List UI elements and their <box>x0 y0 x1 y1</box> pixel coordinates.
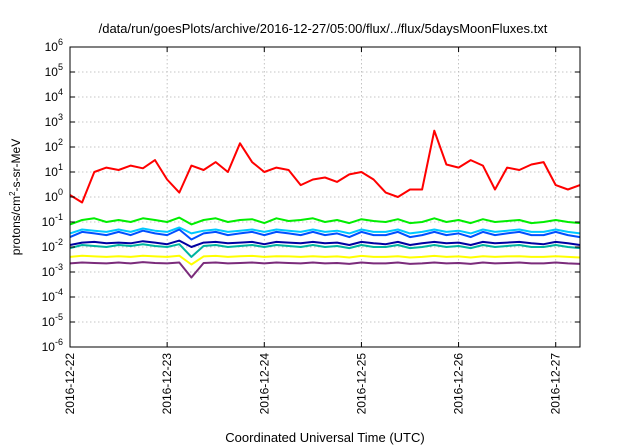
y-tick-label: 103 <box>45 112 63 129</box>
y-tick-exp: -2 <box>55 237 63 247</box>
y-label-base: protons/cm <box>9 196 23 255</box>
series-line <box>69 226 581 235</box>
series-line <box>69 243 581 258</box>
y-tick-base: 10 <box>42 240 56 254</box>
y-label-sup: 2 <box>8 191 17 196</box>
y-tick-base: 10 <box>42 290 56 304</box>
y-tick-exp: 6 <box>58 37 63 47</box>
y-tick-base: 10 <box>42 340 56 354</box>
y-tick-exp: -6 <box>55 337 63 347</box>
series-line <box>69 239 581 248</box>
y-tick-exp: 0 <box>58 187 63 197</box>
y-tick-label: 101 <box>45 162 63 179</box>
y-tick-label: 10-6 <box>42 337 63 354</box>
chart-title: /data/run/goesPlots/archive/2016-12-27/0… <box>99 21 548 36</box>
x-axis-label: Coordinated Universal Time (UTC) <box>225 430 424 445</box>
y-tick-exp: 2 <box>58 137 63 147</box>
y-tick-exp: -5 <box>55 312 63 322</box>
y-tick-base: 10 <box>45 40 59 54</box>
y-tick-label: 10-4 <box>42 287 63 304</box>
y-tick-exp: 5 <box>58 62 63 72</box>
y-tick-label: 106 <box>45 37 63 54</box>
y-tick-base: 10 <box>42 215 56 229</box>
grid-lines <box>69 46 580 348</box>
y-tick-base: 10 <box>42 315 56 329</box>
y-tick-exp: -3 <box>55 262 63 272</box>
y-tick-label: 104 <box>45 87 63 104</box>
y-tick-exp: 4 <box>58 87 63 97</box>
y-tick-base: 10 <box>45 115 59 129</box>
x-tick-label: 2016-12-27 <box>549 353 563 415</box>
y-tick-label: 105 <box>45 62 63 79</box>
y-tick-base: 10 <box>45 90 59 104</box>
y-tick-base: 10 <box>45 165 59 179</box>
y-tick-exp: 1 <box>58 162 63 172</box>
y-tick-label: 10-3 <box>42 262 63 279</box>
y-tick-base: 10 <box>45 190 59 204</box>
y-tick-exp: 3 <box>58 112 63 122</box>
y-tick-exp: -1 <box>55 212 63 222</box>
y-tick-label: 10-5 <box>42 312 63 329</box>
y-tick-label: 102 <box>45 137 63 154</box>
y-tick-label: 10-2 <box>42 237 63 254</box>
x-tick-label: 2016-12-22 <box>63 353 77 415</box>
series-line <box>69 261 581 279</box>
y-tick-base: 10 <box>45 140 59 154</box>
series-line <box>69 129 581 204</box>
y-tick-label: 10-1 <box>42 212 63 229</box>
x-tick-label: 2016-12-24 <box>257 353 271 415</box>
x-tick-label: 2016-12-23 <box>160 353 174 415</box>
y-tick-base: 10 <box>42 265 56 279</box>
x-tick-label: 2016-12-25 <box>354 353 368 415</box>
y-axis-ticks: 10-610-510-410-310-210-11001011021031041… <box>42 37 580 354</box>
y-axis-label: protons/cm2-s-sr-MeV <box>8 139 23 255</box>
x-axis-ticks: 2016-12-22 2016-12-23 2016-12-24 2016-12-25… <box>63 47 563 414</box>
y-tick-label: 100 <box>45 187 63 204</box>
series-line <box>69 216 581 226</box>
y-label-rest: -s-sr-MeV <box>9 139 23 192</box>
y-tick-base: 10 <box>45 65 59 79</box>
data-series <box>69 129 581 279</box>
series-line <box>69 254 581 266</box>
y-tick-exp: -4 <box>55 287 63 297</box>
series-line <box>69 228 581 241</box>
x-tick-label: 2016-12-26 <box>452 353 466 415</box>
